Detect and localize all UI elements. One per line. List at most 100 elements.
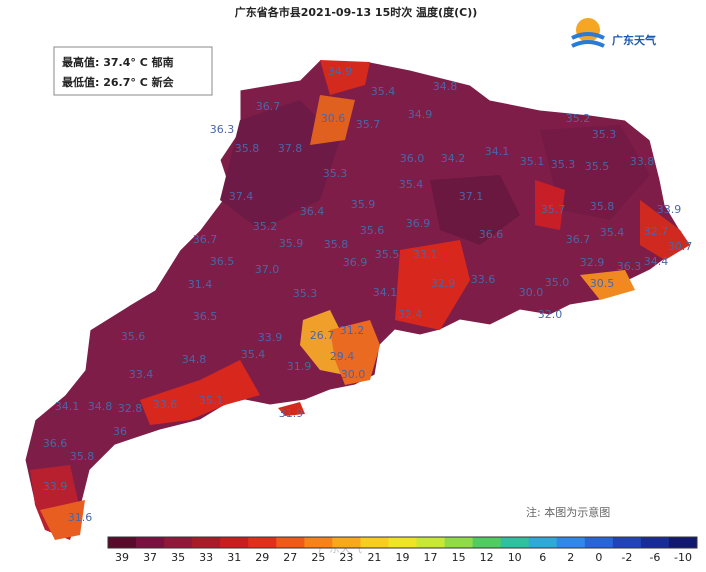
station-value: 31.6 <box>68 511 93 524</box>
colorbar-swatch <box>556 537 586 548</box>
colorbar-swatch <box>192 537 221 548</box>
station-value: 35.3 <box>293 287 318 300</box>
province <box>24 59 691 541</box>
colorbar-swatch <box>444 537 474 548</box>
station-value: 36.9 <box>343 256 368 269</box>
region <box>395 240 470 330</box>
station-value: 35.1 <box>199 394 224 407</box>
station-value: 30.0 <box>519 286 544 299</box>
region <box>540 125 650 220</box>
colorbar-swatch <box>668 537 698 548</box>
station-value: 32.9 <box>580 256 605 269</box>
station-value: 35.3 <box>323 167 348 180</box>
colorbar-label: 0 <box>595 551 602 564</box>
colorbar-label: 2 <box>567 551 574 564</box>
station-value: 32.4 <box>398 308 423 321</box>
region <box>640 200 690 260</box>
colorbar-label: 23 <box>339 551 353 564</box>
station-value: 33.9 <box>258 331 283 344</box>
colorbar-swatch <box>388 537 418 548</box>
station-value: 32.9 <box>431 277 456 290</box>
station-value: 36.3 <box>617 260 642 273</box>
colorbar-swatch <box>500 537 530 548</box>
station-value: 32.7 <box>644 225 669 238</box>
station-value: 35.4 <box>399 178 424 191</box>
station-value: 34.9 <box>328 65 353 78</box>
station-value: 30.0 <box>341 368 366 381</box>
station-value: 30.5 <box>590 277 615 290</box>
colorbar-label: 31 <box>227 551 241 564</box>
colorbar-label: 17 <box>424 551 438 564</box>
colorbar-label: -2 <box>621 551 632 564</box>
region <box>310 95 355 145</box>
station-value: 34.1 <box>55 400 80 413</box>
colorbar-swatch <box>612 537 642 548</box>
colorbar-label: 12 <box>480 551 494 564</box>
colorbar-label: -10 <box>674 551 692 564</box>
min-value: 最低值: 26.7° C 新会 <box>62 75 175 89</box>
island <box>278 402 305 416</box>
station-value: 35.5 <box>375 248 400 261</box>
colorbar-swatch <box>584 537 614 548</box>
station-value: 36.0 <box>400 152 425 165</box>
title: 广东省各市县2021-09-13 15时次 温度(度(C)) <box>235 5 478 19</box>
station-value: 37.8 <box>278 142 303 155</box>
colorbar-label: 29 <box>255 551 269 564</box>
station-value: 36.4 <box>300 205 325 218</box>
colorbar-swatch <box>360 537 389 548</box>
station-value: 36.7 <box>193 233 218 246</box>
colorbar-label: 33 <box>199 551 213 564</box>
region <box>40 500 85 540</box>
logo-text: 广东天气 <box>612 33 656 47</box>
station-value: 35.7 <box>356 118 381 131</box>
station-value: 35.8 <box>324 238 349 251</box>
station-value: 35.2 <box>253 220 278 233</box>
region <box>580 270 635 300</box>
colorbar-label: 39 <box>115 551 129 564</box>
station-value: 31.4 <box>188 278 213 291</box>
station-value: 35.8 <box>235 142 260 155</box>
colorbar-swatch <box>164 537 193 548</box>
station-value: 35.1 <box>520 155 545 168</box>
station-value: 35.2 <box>566 112 591 125</box>
colorbar-swatch <box>276 537 305 548</box>
station-value: 35.6 <box>121 330 146 343</box>
region <box>535 180 565 230</box>
colorbar-label: -6 <box>649 551 660 564</box>
station-value: 33.1 <box>413 248 438 261</box>
colorbar-frame <box>107 536 698 549</box>
station-value: 34.4 <box>644 255 669 268</box>
station-value: 36.7 <box>566 233 591 246</box>
station-value: 35.3 <box>551 158 576 171</box>
region <box>140 360 260 425</box>
region <box>330 320 380 385</box>
colorbar-swatch <box>108 537 137 548</box>
station-value: 31.9 <box>287 360 312 373</box>
station-value: 31.2 <box>340 324 365 337</box>
station-value: 30.7 <box>668 240 693 253</box>
station-value: 34.8 <box>182 353 207 366</box>
colorbar-swatch <box>220 537 249 548</box>
station-value: 36.3 <box>210 123 235 136</box>
station-value: 33.8 <box>630 155 655 168</box>
colorbar-swatch <box>472 537 502 548</box>
station-value: 35.5 <box>585 160 610 173</box>
station-value: 34.1 <box>373 286 398 299</box>
station-value: 33.6 <box>153 398 178 411</box>
station-value: 35.4 <box>600 226 625 239</box>
station-value: 36.5 <box>210 255 235 268</box>
logo-wave <box>571 32 605 48</box>
station-value: 37.4 <box>229 190 254 203</box>
station-value: 35.7 <box>541 203 566 216</box>
station-value: 34.9 <box>408 108 433 121</box>
station-value: 26.7 <box>310 329 335 342</box>
station-value: 33.4 <box>129 368 154 381</box>
logo-sun <box>576 18 600 42</box>
colorbar-swatch <box>304 537 333 548</box>
colorbar-swatch <box>248 537 277 548</box>
station-value: 34.1 <box>485 145 510 158</box>
station-value: 35.0 <box>545 276 570 289</box>
station-value: 36.9 <box>406 217 431 230</box>
extremes-box <box>53 46 213 96</box>
